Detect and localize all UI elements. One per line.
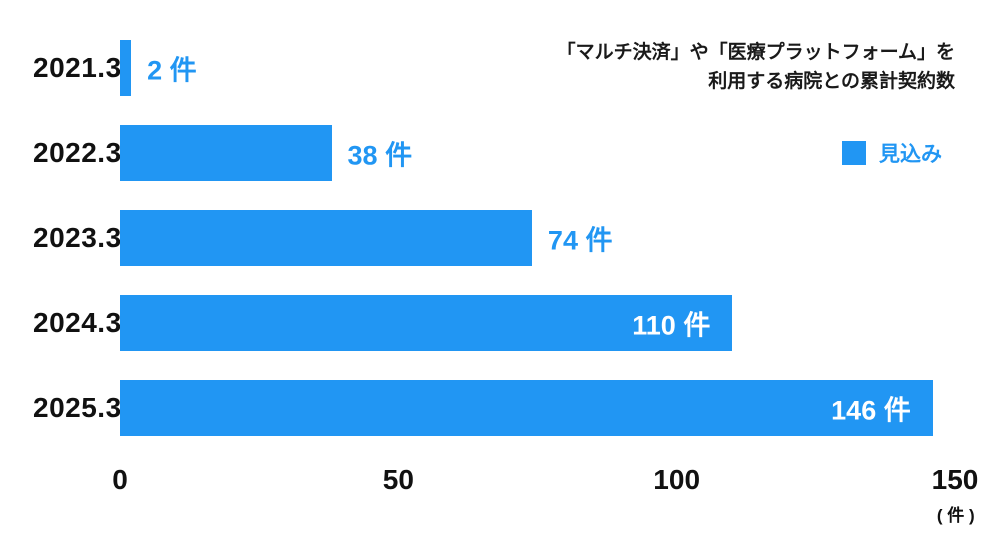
bar-row-2024: 2024.3 110 件 <box>0 280 1000 365</box>
category-label: 2024.3 <box>33 306 122 338</box>
value-label: 110 件 <box>632 310 711 340</box>
bar <box>120 124 332 181</box>
bar <box>120 379 933 436</box>
value-label: 2 件 <box>147 55 197 85</box>
x-tick: 0 <box>112 464 128 495</box>
legend: 見込み <box>842 138 942 168</box>
bar-row-2022: 2022.3 38 件 <box>0 110 1000 195</box>
value-label: 38 件 <box>347 140 413 170</box>
x-axis-unit: ( 件 ) <box>936 506 975 525</box>
bar-rows: 2021.3 2 件 2022.3 38 件 2023.3 74 件 2024.… <box>0 25 1000 450</box>
chart-title-line2: 利用する病院との累計契約数 <box>708 71 955 93</box>
chart-title-line1: 「マルチ決済」や「医療プラットフォーム」を <box>556 42 955 63</box>
bar <box>120 39 132 96</box>
bar-track: 110 件 <box>120 294 955 351</box>
value-label: 146 件 <box>831 395 911 425</box>
category-label: 2025.3 <box>33 391 122 423</box>
chart-title: 「マルチ決済」や「医療プラットフォーム」を 利用する病院との累計契約数 <box>557 38 955 97</box>
legend-swatch-icon <box>842 141 866 165</box>
bar-track: 74 件 <box>120 209 955 266</box>
legend-label: 見込み <box>879 143 942 166</box>
bar <box>120 209 532 266</box>
bar-row-2021: 2021.3 2 件 <box>0 25 1000 110</box>
category-label: 2023.3 <box>33 221 122 253</box>
bar-row-2025: 2025.3 146 件 <box>0 365 1000 450</box>
x-tick: 100 <box>653 464 701 495</box>
category-label: 2022.3 <box>33 136 122 168</box>
bar-track: 146 件 <box>120 379 955 436</box>
bar <box>120 294 733 351</box>
x-tick: 150 <box>931 464 979 495</box>
bar-track: 38 件 <box>120 124 955 181</box>
value-label: 74 件 <box>547 225 613 255</box>
x-tick: 50 <box>382 464 414 495</box>
bar-track: 2 件 <box>120 39 955 96</box>
bar-row-2023: 2023.3 74 件 <box>0 195 1000 280</box>
category-label: 2021.3 <box>33 51 122 83</box>
x-axis: 0 50 100 150 ( 件 ) <box>112 464 978 525</box>
